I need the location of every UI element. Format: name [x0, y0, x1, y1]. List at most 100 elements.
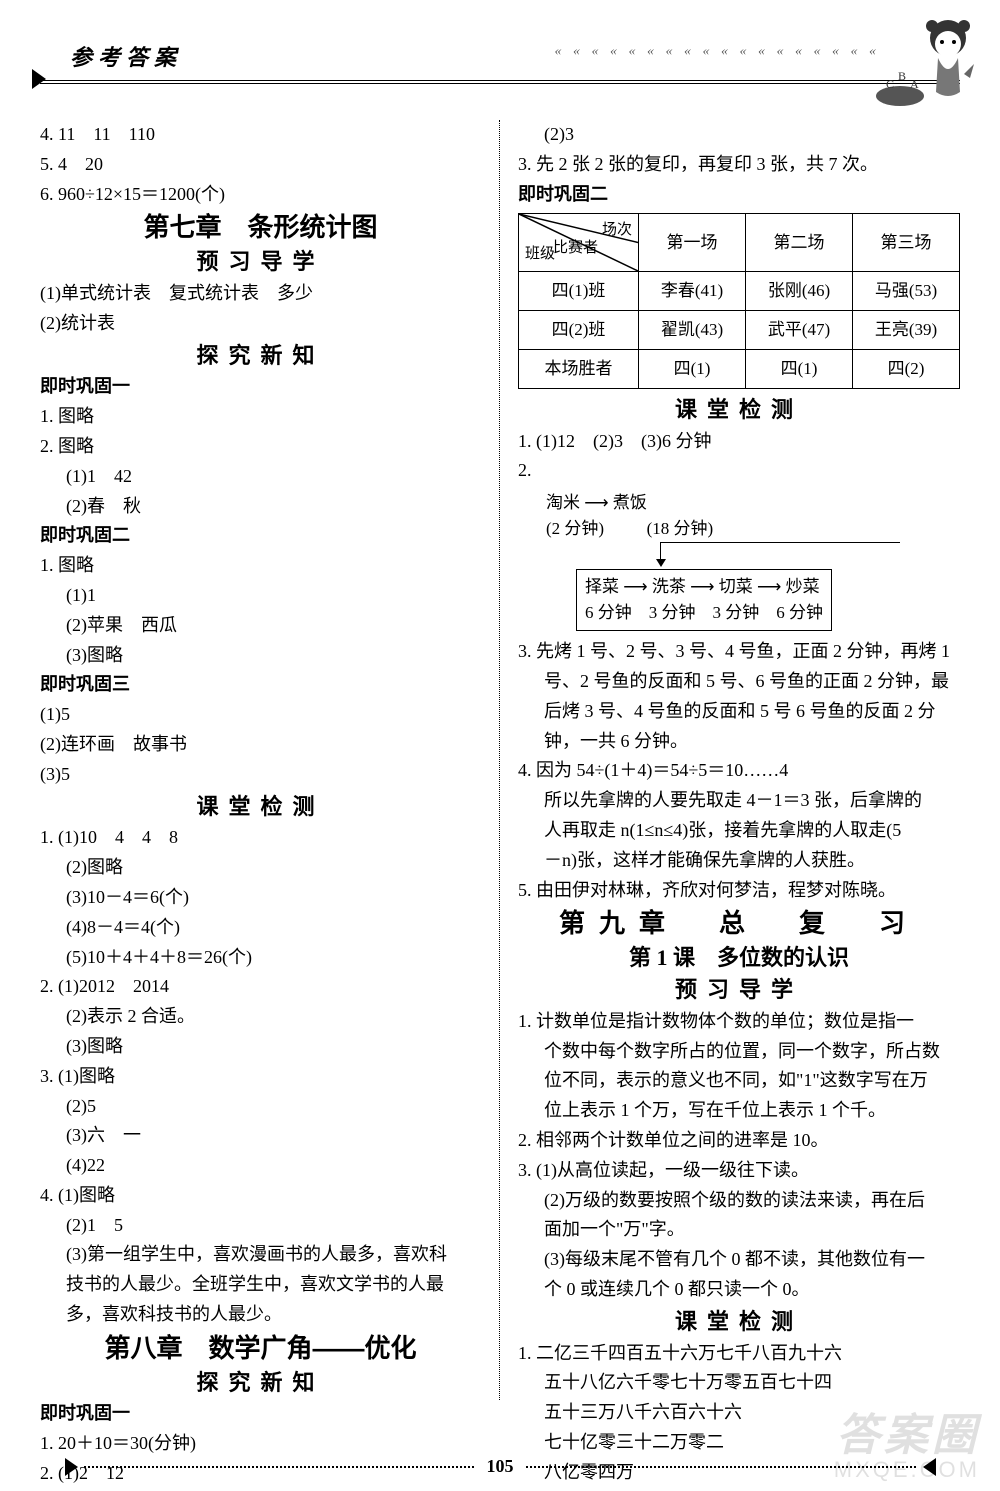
- text-line: (1)1: [40, 581, 481, 611]
- text-line: 2. (1)2012 2014: [40, 972, 481, 1002]
- header-arrow-icon: [32, 69, 46, 89]
- text-line: (2)春 秋: [40, 492, 481, 522]
- diag-label: 场次: [602, 216, 632, 246]
- table-cell: 李春(41): [639, 272, 746, 311]
- flow-hline: [660, 542, 900, 543]
- subsection-heading: 即时巩固二: [40, 521, 481, 551]
- flow-box: 择菜 ⟶ 洗茶 ⟶ 切菜 ⟶ 炒菜 6 分钟 3 分钟 3 分钟 6 分钟: [576, 569, 832, 631]
- table-row: 四(2)班 翟凯(43) 武平(47) 王亮(39): [519, 311, 960, 350]
- text-line: 2. 图略: [40, 432, 481, 462]
- svg-text:A: A: [910, 77, 919, 91]
- flow-box-row: 6 分钟 3 分钟 3 分钟 6 分钟: [585, 600, 823, 626]
- text-line: (3)5: [40, 760, 481, 790]
- flow-time: (18 分钟): [647, 519, 714, 538]
- text-line: (1)5: [40, 700, 481, 730]
- chapter-9-title: 第九章 总 复 习: [518, 909, 960, 939]
- text-line: －n)张，这样才能确保先拿牌的人获胜。: [518, 846, 960, 876]
- table-cell: 四(2): [853, 349, 960, 388]
- text-line: 3. 先烤 1 号、2 号、3 号、4 号鱼，正面 2 分钟，再烤 1: [518, 637, 960, 667]
- header-cartoon-icon: C B A: [870, 10, 980, 110]
- text-line: 位上表示 1 个万，写在千位上表示 1 个千。: [518, 1096, 960, 1126]
- text-line: 面加一个"万"字。: [518, 1215, 960, 1245]
- header-chevrons: « « « « « « « « « « « « « « « « « «: [555, 44, 881, 60]
- page-number: 105: [487, 1456, 514, 1477]
- table-cell: 四(1)班: [519, 272, 639, 311]
- classtest-heading: 课堂检测: [40, 792, 481, 822]
- table-header: 第二场: [746, 214, 853, 272]
- subsection-heading: 即时巩固一: [40, 372, 481, 402]
- text-line: 1. 计数单位是指计数物体个数的单位；数位是指一: [518, 1007, 960, 1037]
- text-line: (2)5: [40, 1092, 481, 1122]
- text-line: (2)1 5: [40, 1211, 481, 1241]
- subsection-heading: 即时巩固三: [40, 670, 481, 700]
- text-line: (1)1 42: [40, 462, 481, 492]
- diag-label: 比赛者: [553, 234, 598, 264]
- text-line: 5. 4 20: [40, 150, 481, 180]
- flow-top-row: 淘米 ⟶ 煮饭: [546, 490, 960, 516]
- table-row: 本场胜者 四(1) 四(1) 四(2): [519, 349, 960, 388]
- table-cell: 四(1): [639, 349, 746, 388]
- flow-diagram: 淘米 ⟶ 煮饭 (2 分钟) (18 分钟) 择菜 ⟶ 洗茶 ⟶ 切菜 ⟶ 炒菜…: [546, 490, 960, 631]
- table-header: 第三场: [853, 214, 960, 272]
- chapter-8-title: 第八章 数学广角——优化: [40, 1334, 481, 1364]
- table-diagonal-header: 场次 比赛者 班级: [519, 214, 639, 272]
- content-columns: 4. 11 11 110 5. 4 20 6. 960÷12×15＝1200(个…: [0, 120, 1000, 1400]
- table-cell: 本场胜者: [519, 349, 639, 388]
- flow-time: (2 分钟): [546, 519, 604, 538]
- text-line: (2)连环画 故事书: [40, 730, 481, 760]
- text-line: 个 0 或连续几个 0 都只读一个 0。: [518, 1275, 960, 1305]
- table-cell: 武平(47): [746, 311, 853, 350]
- text-line: (3)第一组学生中，喜欢漫画书的人最多，喜欢科: [40, 1240, 481, 1270]
- table-cell: 翟凯(43): [639, 311, 746, 350]
- text-line: (2)万级的数要按照个级的数的读法来读，再在后: [518, 1186, 960, 1216]
- flow-box-row: 择菜 ⟶ 洗茶 ⟶ 切菜 ⟶ 炒菜: [585, 574, 823, 600]
- text-line: (2)苹果 西瓜: [40, 611, 481, 641]
- text-line: 3. (1)图略: [40, 1062, 481, 1092]
- subsection-heading: 即时巩固二: [518, 180, 960, 210]
- text-line: 人再取走 n(1≤n≤4)张，接着先拿牌的人取走(5: [518, 816, 960, 846]
- table-cell: 王亮(39): [853, 311, 960, 350]
- chapter-7-title: 第七章 条形统计图: [40, 213, 481, 243]
- footer-rule: [84, 1466, 474, 1468]
- text-line: (3)六 一: [40, 1121, 481, 1151]
- text-line: 多，喜欢科技书的人最少。: [40, 1300, 481, 1330]
- text-line: 4. (1)图略: [40, 1181, 481, 1211]
- text-line: (3)10－4＝6(个): [40, 883, 481, 913]
- text-line: (5)10＋4＋4＋8＝26(个): [40, 943, 481, 973]
- table-cell: 四(2)班: [519, 311, 639, 350]
- table-cell: 四(1): [746, 349, 853, 388]
- text-line: (1)单式统计表 复式统计表 多少: [40, 279, 481, 309]
- flow-node: 煮饭: [613, 493, 647, 512]
- text-line: (2)表示 2 合适。: [40, 1002, 481, 1032]
- text-line: 1. (1)12 (2)3 (3)6 分钟: [518, 427, 960, 457]
- text-line: 1. (1)10 4 4 8: [40, 823, 481, 853]
- classtest-heading: 课堂检测: [518, 1307, 960, 1337]
- text-line: 4. 11 11 110: [40, 120, 481, 150]
- text-line: (4)22: [40, 1151, 481, 1181]
- table-cell: 张刚(46): [746, 272, 853, 311]
- watermark-text: 答案圈: [836, 1399, 980, 1463]
- text-line: (2)统计表: [40, 309, 481, 339]
- svg-text:C: C: [886, 77, 894, 91]
- text-line: 后烤 3 号、4 号鱼的反面和 5 号 6 号鱼的反面 2 分: [518, 697, 960, 727]
- preview-heading: 预习导学: [518, 975, 960, 1005]
- text-line: (2)3: [518, 120, 960, 150]
- label: 2.: [518, 460, 532, 480]
- text-line: 钟，一共 6 分钟。: [518, 727, 960, 757]
- svg-text:B: B: [898, 69, 906, 83]
- text-line: (3)图略: [40, 1032, 481, 1062]
- lesson-title: 第 1 课 多位数的认识: [518, 943, 960, 973]
- diag-label: 班级: [525, 240, 555, 270]
- text-line: 五十八亿六千零七十万零五百七十四: [518, 1368, 960, 1398]
- left-column: 4. 11 11 110 5. 4 20 6. 960÷12×15＝1200(个…: [40, 120, 500, 1400]
- explore-heading: 探究新知: [40, 341, 481, 371]
- footer-arrow-left-icon: [65, 1458, 78, 1476]
- text-line: 4. 因为 54÷(1＋4)＝54÷5＝10……4: [518, 756, 960, 786]
- table-row: 四(1)班 李春(41) 张刚(46) 马强(53): [519, 272, 960, 311]
- table-cell: 马强(53): [853, 272, 960, 311]
- flow-node: 淘米: [546, 493, 580, 512]
- text-line: 1. 图略: [40, 551, 481, 581]
- text-line: (2)图略: [40, 853, 481, 883]
- flow-time-row: (2 分钟) (18 分钟): [546, 516, 960, 542]
- text-line: 2.: [518, 456, 960, 486]
